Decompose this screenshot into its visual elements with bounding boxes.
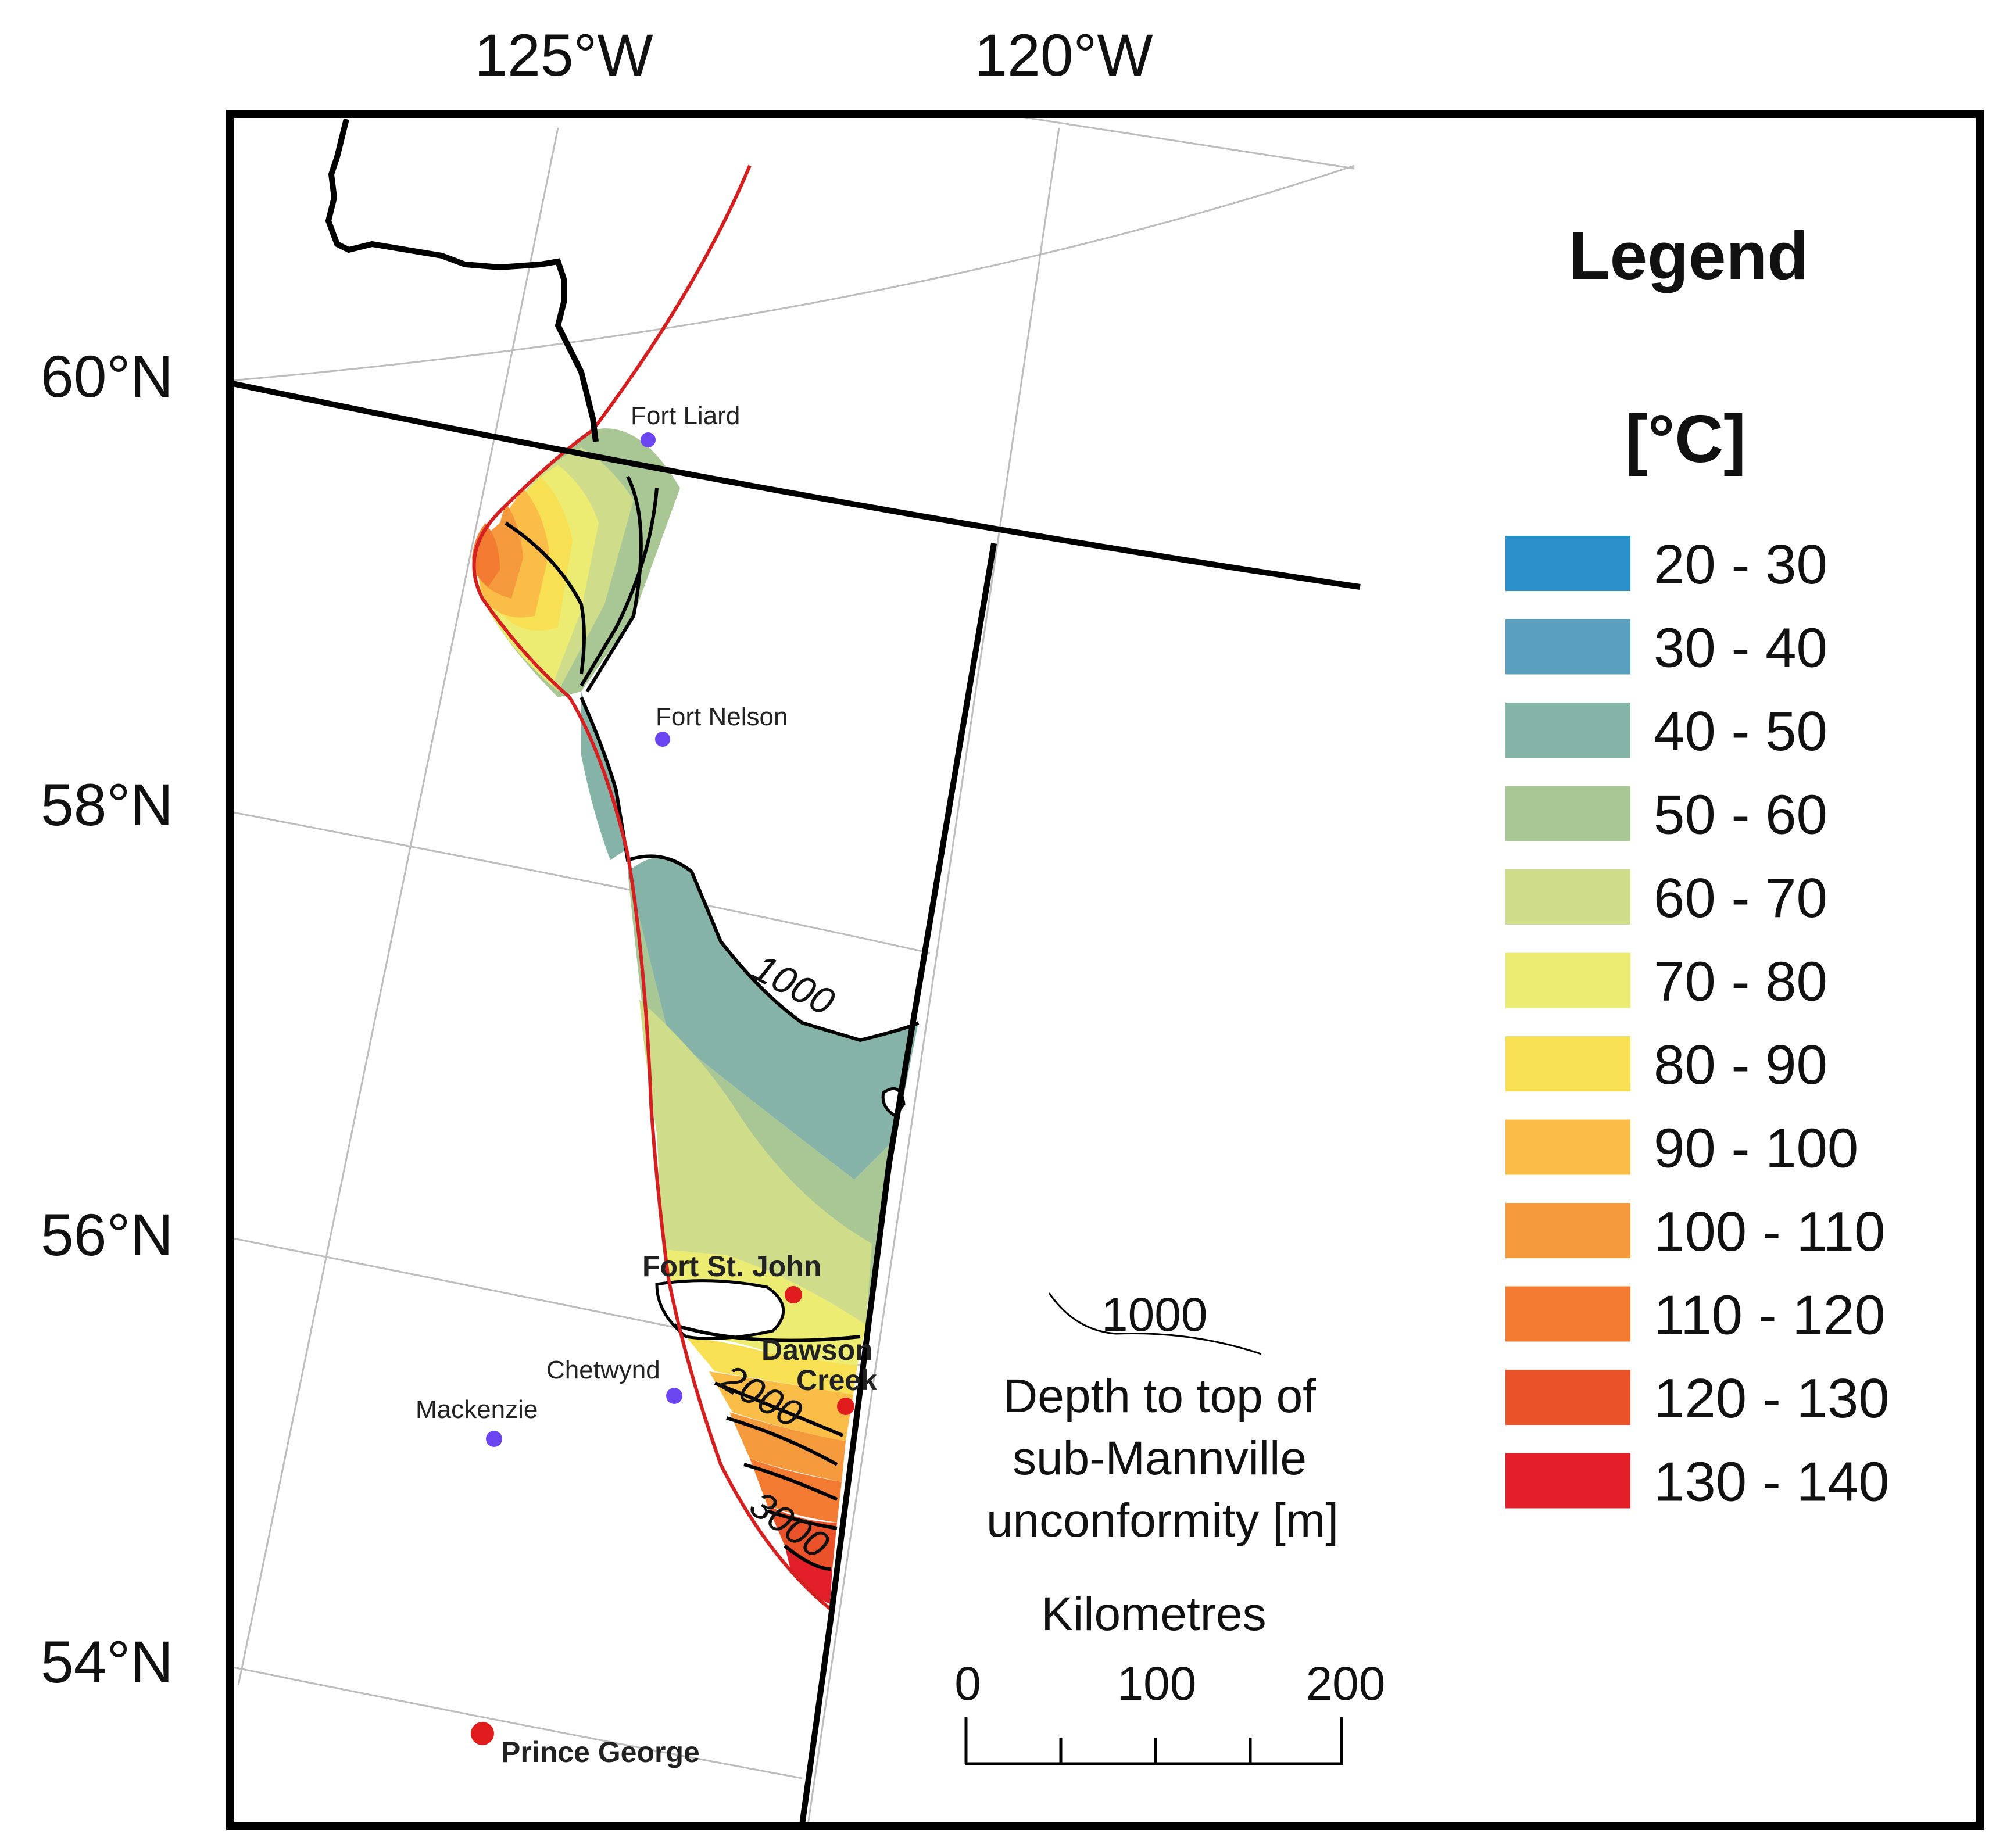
city-label-fort-liard: Fort Liard [631, 402, 740, 430]
legend: Legend [°C] 20 - 30 30 - 40 40 - 50 50 - 60… [1505, 218, 1890, 1513]
legend-swatch [1505, 536, 1630, 591]
legend-swatch [1505, 1453, 1630, 1509]
legend-label: 60 - 70 [1654, 867, 1827, 929]
legend-label: 30 - 40 [1654, 617, 1827, 679]
legend-swatch [1505, 786, 1630, 841]
contour-note-line2: sub-Mannville [1013, 1432, 1307, 1485]
legend-label: 70 - 80 [1654, 951, 1827, 1013]
map-frame [226, 110, 1984, 1830]
lat-label-56n: 56°N [41, 1202, 173, 1268]
lon-label-120w: 120°W [974, 22, 1153, 88]
temperature-zones [472, 428, 918, 1604]
legend-unit: [°C] [1625, 401, 1745, 477]
city-label-fort-st-john: Fort St. John [642, 1250, 821, 1283]
depth-contours [505, 475, 920, 1571]
scale-tick-label-100: 100 [1117, 1657, 1197, 1710]
contour-note-line3: unconformity [m] [986, 1494, 1339, 1547]
legend-title: Legend [1569, 218, 1808, 293]
legend-label: 90 - 100 [1654, 1118, 1858, 1180]
city-marker-mackenzie [486, 1431, 502, 1447]
city-marker-fort-nelson [655, 732, 670, 747]
city-marker-fort-st-john [785, 1286, 802, 1303]
city-label-mackenzie: Mackenzie [416, 1395, 538, 1424]
political-boundaries [231, 118, 1361, 1825]
contour-line-note: 1000 Depth to top of sub-Mannville uncon… [986, 1288, 1339, 1547]
legend-items: 20 - 30 30 - 40 40 - 50 50 - 60 60 - 70 70 - … [1505, 533, 1890, 1513]
scale-tick-label-200: 200 [1306, 1657, 1386, 1710]
city-marker-fort-liard [641, 432, 656, 447]
city-marker-dawson-creek [837, 1398, 854, 1415]
graticule [230, 115, 1355, 1825]
city-label-fort-nelson: Fort Nelson [656, 703, 788, 731]
scale-bar-line [964, 1717, 1343, 1765]
legend-label: 130 - 140 [1654, 1451, 1890, 1513]
legend-label: 80 - 90 [1654, 1034, 1827, 1096]
legend-swatch [1505, 869, 1630, 925]
city-label-chetwynd: Chetwynd [546, 1356, 660, 1384]
lon-label-125w: 125°W [474, 22, 653, 88]
legend-label: 100 - 110 [1654, 1201, 1886, 1263]
scale-bar: Kilometres 0 100 200 [954, 1588, 1386, 1765]
legend-swatch [1505, 952, 1630, 1008]
contour-note-line1: Depth to top of [1003, 1370, 1316, 1423]
legend-label: 120 - 130 [1654, 1367, 1890, 1430]
lat-label-58n: 58°N [41, 772, 173, 838]
city-marker-prince-george [471, 1722, 494, 1745]
lat-label-60n: 60°N [41, 343, 173, 410]
legend-swatch [1505, 1036, 1630, 1091]
city-label-dawson: Dawson [761, 1334, 873, 1366]
legend-swatch [1505, 703, 1630, 758]
cities: Fort Liard Fort Nelson Fort St. John Daw… [416, 402, 877, 1768]
legend-label: 50 - 60 [1654, 784, 1827, 846]
scale-bar-title: Kilometres [1041, 1588, 1266, 1641]
city-marker-chetwynd [666, 1388, 682, 1404]
legend-swatch [1505, 1203, 1630, 1258]
legend-swatch [1505, 1286, 1630, 1342]
legend-swatch [1505, 1370, 1630, 1425]
city-label-creek: Creek [796, 1364, 877, 1396]
contour-note-sample-line [1048, 1292, 1262, 1355]
legend-swatch [1505, 1119, 1630, 1175]
scale-tick-label-0: 0 [954, 1657, 981, 1710]
legend-swatch [1505, 619, 1630, 675]
contour-note-sample-value: 1000 [1101, 1288, 1207, 1341]
legend-label: 40 - 50 [1654, 700, 1827, 762]
lat-label-54n: 54°N [41, 1629, 173, 1695]
deformation-front-line [472, 164, 832, 1611]
legend-label: 110 - 120 [1654, 1284, 1886, 1346]
legend-label: 20 - 30 [1654, 533, 1827, 596]
city-label-prince-george: Prince George [501, 1736, 700, 1768]
